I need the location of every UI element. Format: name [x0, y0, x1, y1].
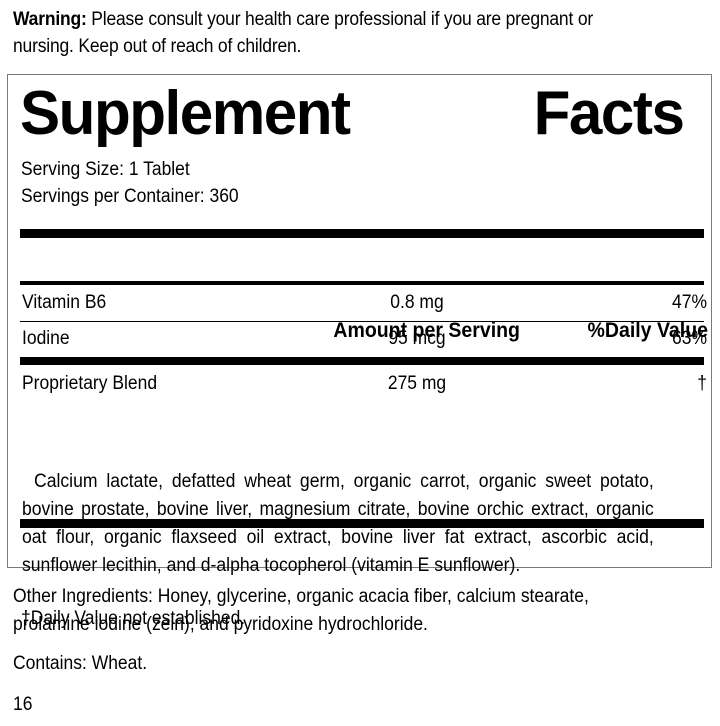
other-ingredients-paragraph: Other Ingredients: Honey, glycerine, org…: [13, 586, 589, 635]
supplement-facts-panel-inner: Supplement Facts Serving Size: 1 Tablet …: [16, 75, 708, 629]
blend-daily-value: †: [697, 373, 707, 394]
column-header-row: Amount per Serving %Daily Value: [16, 316, 708, 346]
nutrient-amount: 95 mcg: [388, 328, 446, 349]
rule-above-footnote: [20, 519, 704, 528]
blend-amount: 275 mg: [387, 373, 447, 394]
contains-allergen-statement: Contains: Wheat.: [13, 653, 148, 674]
blend-ingredient-list: Calcium lactate, defatted wheat germ, or…: [22, 471, 654, 576]
supplement-facts-panel: Supplement Facts Serving Size: 1 Tablet …: [7, 74, 712, 629]
table-row: Iodine 95 mcg 63%: [16, 322, 707, 356]
rule-above-proprietary-blend: [20, 357, 704, 365]
nutrient-daily-value: 63%: [672, 328, 707, 349]
nutrient-name: Iodine: [22, 328, 70, 349]
title-word-supplement: Supplement: [20, 79, 351, 148]
rule-above-column-headers: [20, 229, 704, 238]
column-header-daily-value: %Daily Value: [587, 319, 708, 342]
serving-size-line: Serving Size: 1 Tablet: [21, 159, 190, 180]
warning-label: Warning:: [13, 9, 87, 30]
table-row: Vitamin B6 0.8 mg 47%: [16, 286, 707, 320]
nutrient-daily-value: 47%: [672, 292, 707, 313]
title-word-facts: Facts: [533, 79, 685, 148]
warning-paragraph: Warning: Please consult your health care…: [13, 6, 655, 60]
rule-between-nutrient-rows: [20, 321, 704, 322]
rule-below-column-headers: [20, 281, 704, 285]
nutrient-name: Vitamin B6: [22, 292, 107, 313]
daily-value-footnote: †Daily Value not established.: [21, 608, 246, 629]
supplement-facts-title: Supplement Facts: [20, 79, 685, 148]
servings-per-container-line: Servings per Container: 360: [21, 186, 239, 207]
serving-information: Serving Size: 1 Tablet Servings per Cont…: [21, 156, 239, 210]
warning-text: Please consult your health care professi…: [13, 9, 594, 57]
page-number: 16: [13, 694, 33, 715]
table-row-proprietary-blend: Proprietary Blend 275 mg †: [16, 367, 707, 401]
nutrient-amount: 0.8 mg: [390, 292, 444, 313]
column-header-amount-per-serving: Amount per Serving: [333, 319, 520, 342]
blend-name: Proprietary Blend: [22, 373, 158, 394]
